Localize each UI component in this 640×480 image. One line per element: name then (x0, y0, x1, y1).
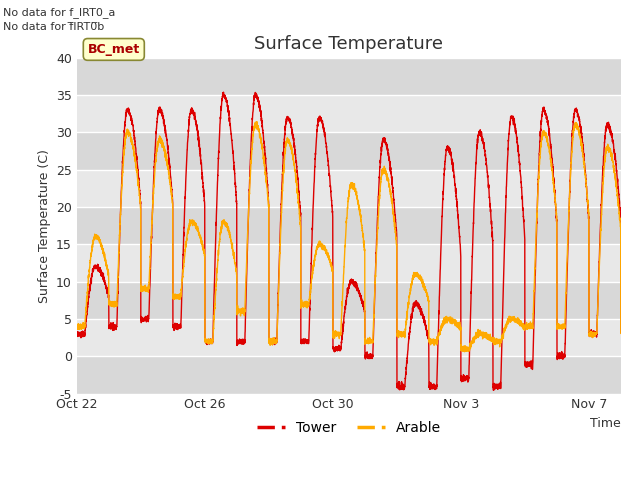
Bar (77, 169, 621, 207)
Bar (77, 132, 621, 169)
Bar (77, 282, 621, 319)
Title: Surface Temperature: Surface Temperature (254, 35, 444, 53)
Bar (77, 319, 621, 356)
Bar (77, 356, 621, 394)
Text: No data for f̅IRT0̅b: No data for f̅IRT0̅b (3, 22, 104, 32)
X-axis label: Time: Time (590, 417, 621, 430)
Text: No data for f_IRT0_a: No data for f_IRT0_a (3, 7, 116, 18)
Text: BC_met: BC_met (88, 43, 140, 56)
Bar (77, 207, 621, 244)
Bar (77, 95, 621, 132)
Bar (77, 58, 621, 95)
Legend: Tower, Arable: Tower, Arable (252, 415, 446, 441)
Bar (77, 244, 621, 282)
Y-axis label: Surface Temperature (C): Surface Temperature (C) (38, 149, 51, 302)
